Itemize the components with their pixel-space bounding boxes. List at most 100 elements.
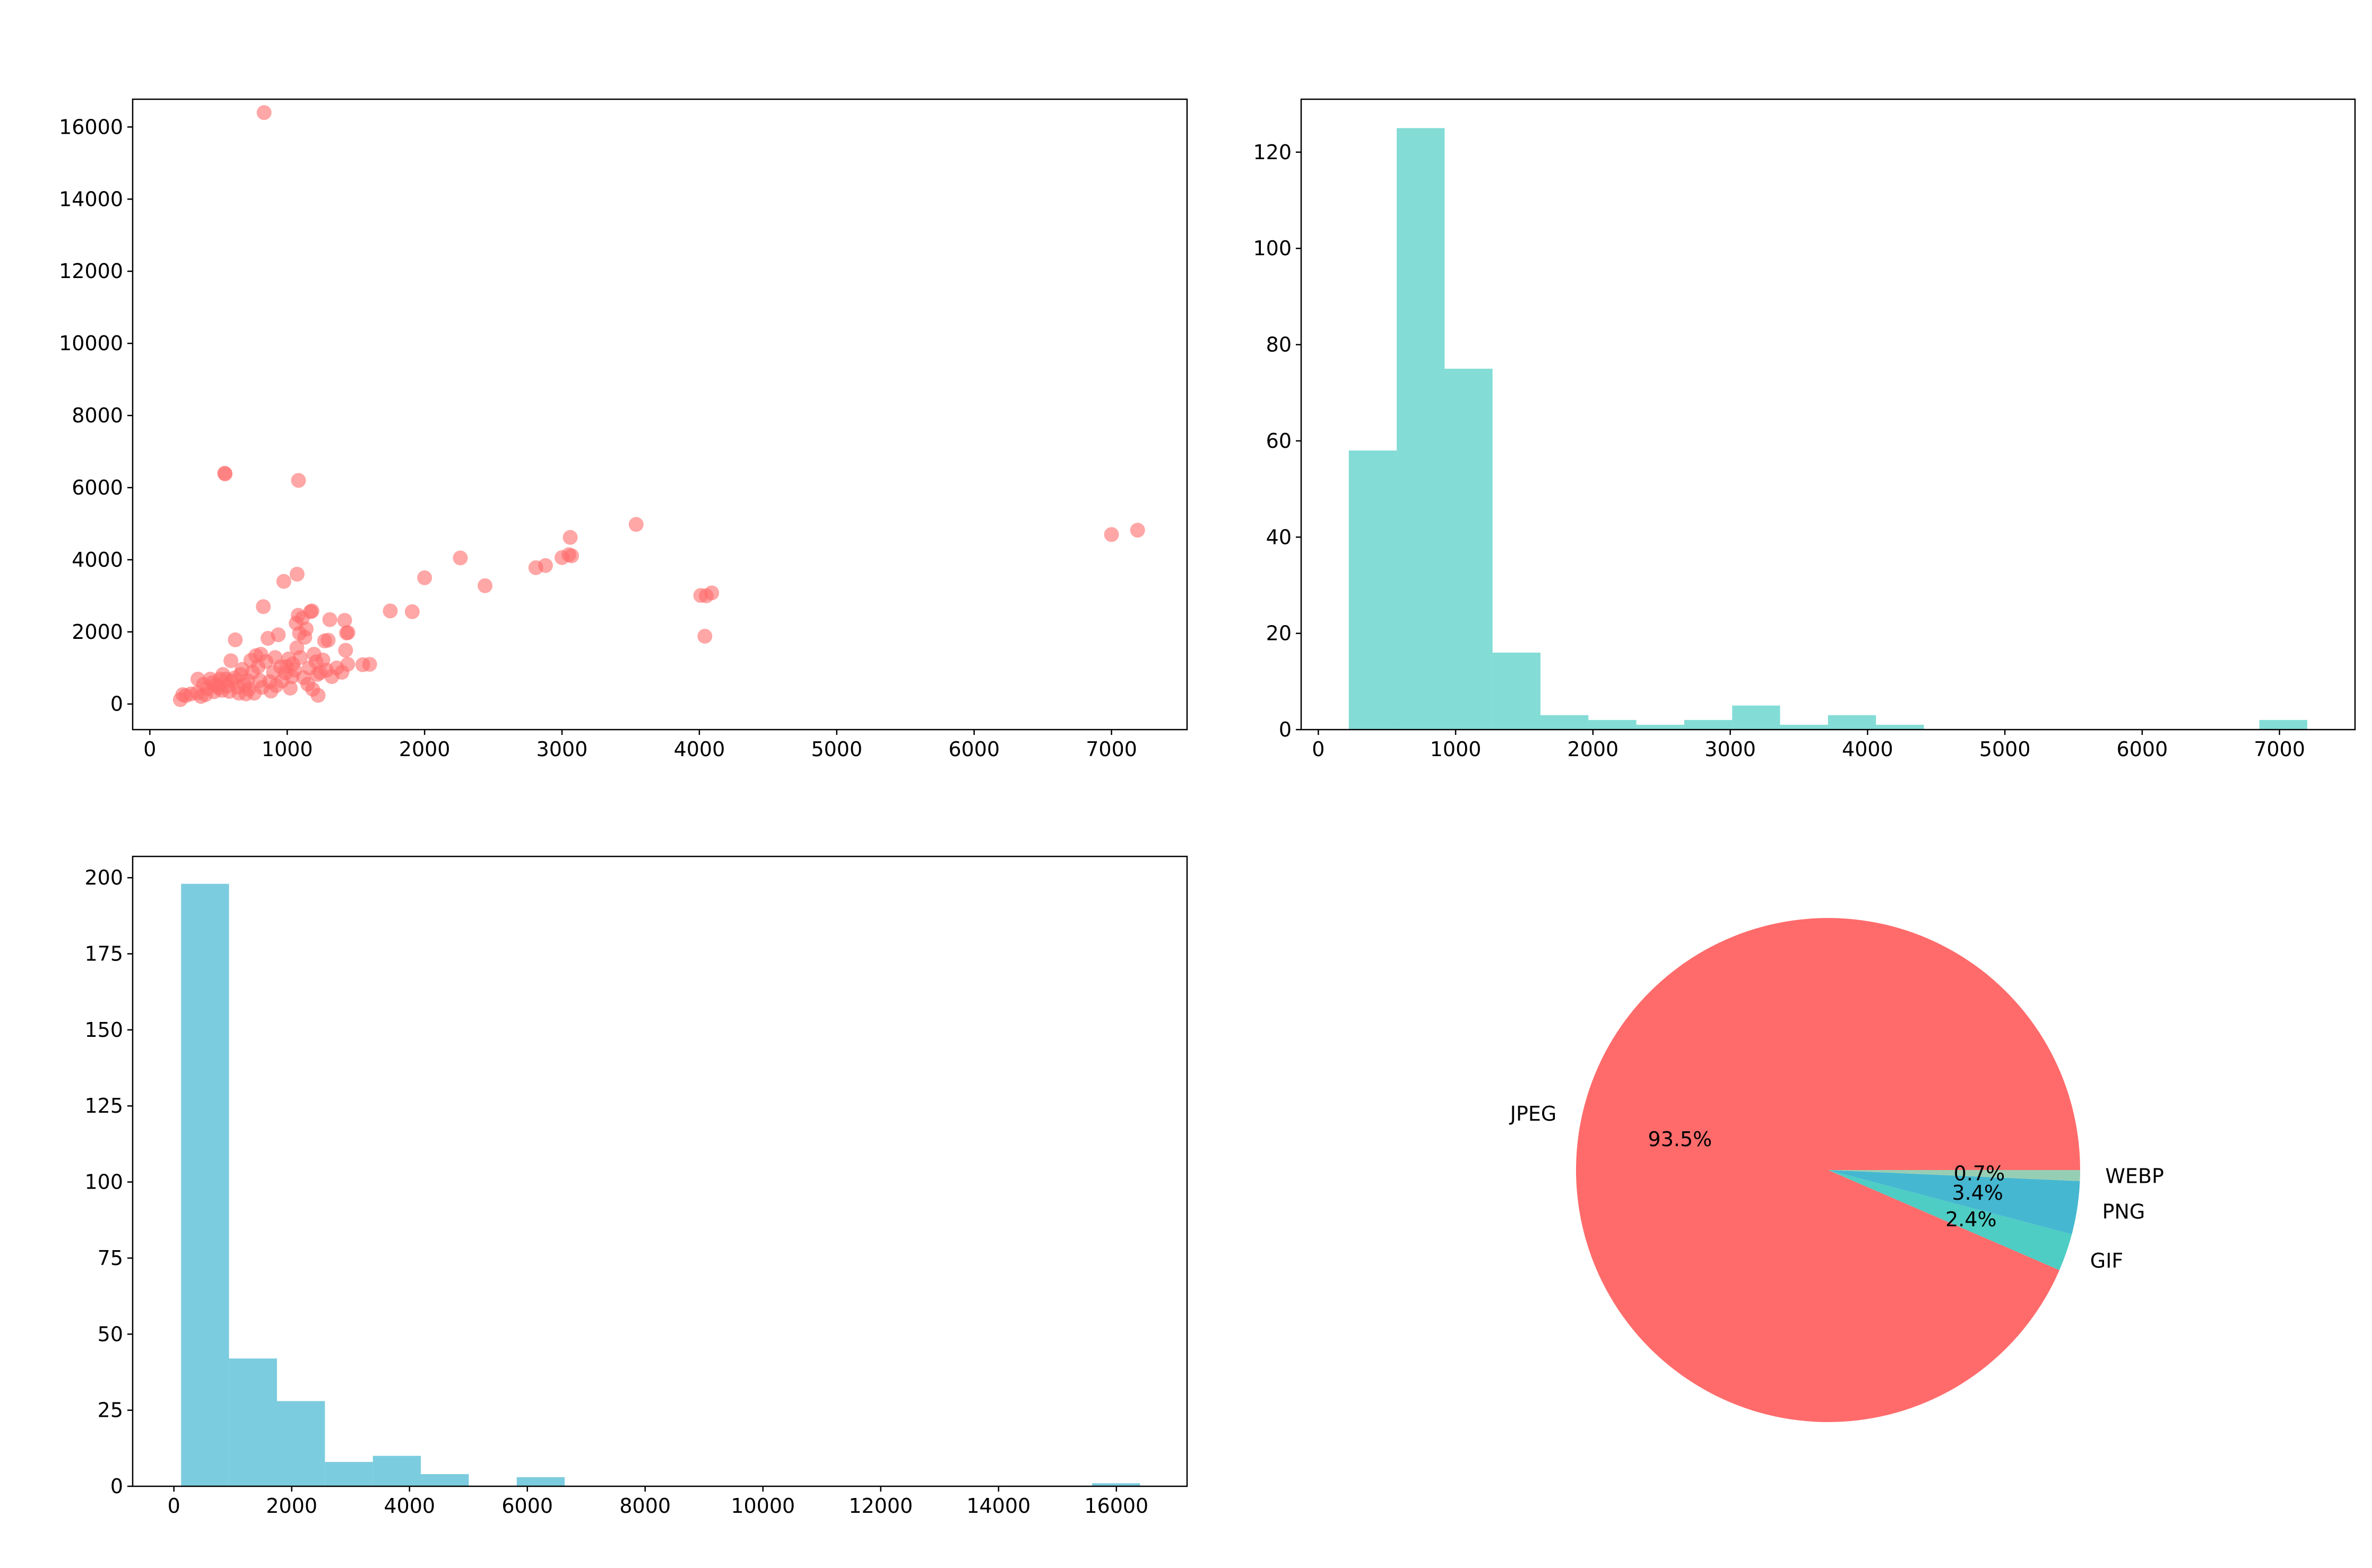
scatter-point [628, 517, 644, 532]
width-hist-panel: 0 1000 2000 3000 4000 5000 6000 7000 0 20 40 60 80 10… [1253, 98, 2356, 761]
height-hist-ytick-label: 75 [98, 1246, 123, 1270]
scatter-ytick-label: 6000 [72, 476, 123, 499]
scatter-xtick-label: 5000 [811, 738, 862, 761]
scatter-point [271, 627, 286, 643]
width-hist-bar [1732, 705, 1780, 730]
height-hist-ytick-label: 200 [84, 866, 123, 889]
pie-pct-label: 93.5% [1648, 1128, 1712, 1151]
pie-pct-label: 0.7% [1954, 1162, 2005, 1185]
scatter-point [228, 632, 243, 647]
scatter-point [383, 603, 398, 619]
scatter-point [538, 558, 553, 573]
height-hist-plot-area: 0 2000 4000 6000 8000 10000 12000 14000 16000 0 25… [84, 855, 1188, 1518]
height-hist-ytick-label: 0 [110, 1475, 123, 1498]
scatter-point [310, 688, 326, 703]
scatter-point [289, 567, 305, 582]
width-hist-ytick-label: 60 [1266, 429, 1292, 453]
scatter-point [340, 656, 356, 672]
width-hist-ytick-label: 0 [1279, 718, 1292, 741]
scatter-ytick-label: 10000 [59, 332, 123, 355]
width-hist-plot-area: 0 1000 2000 3000 4000 5000 6000 7000 0 20 40 60 80 10… [1253, 98, 2356, 761]
height-hist-ytick-label: 50 [98, 1322, 123, 1346]
scatter-point [697, 628, 713, 644]
height-hist-xtick-label: 0 [168, 1494, 180, 1518]
width-hist-xtick-label: 2000 [1568, 738, 1619, 761]
scatter-ytick-label: 12000 [59, 259, 123, 283]
width-hist-xtick-label: 6000 [2117, 738, 2168, 761]
scatter-xtick-label: 6000 [948, 738, 1000, 761]
scatter-point [478, 578, 493, 593]
height-hist-ytick-label: 175 [84, 942, 123, 965]
scatter-point [298, 621, 314, 637]
pie-pct-label: 3.4% [1952, 1181, 2003, 1205]
scatter-point [404, 604, 420, 619]
scatter-ytick-label: 14000 [59, 187, 123, 211]
scatter-point [704, 585, 720, 601]
height-hist-xtick-label: 4000 [384, 1494, 435, 1518]
scatter-frame [132, 98, 1188, 731]
height-hist-frame [132, 855, 1188, 1487]
scatter-ytick-label: 8000 [72, 404, 123, 427]
scatter-xtick-label: 2000 [399, 738, 451, 761]
scatter-point [340, 625, 356, 640]
width-hist-xtick-label: 4000 [1842, 738, 1893, 761]
height-hist-bar [181, 883, 229, 1486]
scatter-point [256, 599, 271, 614]
scatter-point [256, 105, 272, 120]
width-hist-bar [1780, 724, 1828, 730]
width-hist-ytick-label: 20 [1266, 622, 1292, 645]
scatter-panel: 0 1000 2000 3000 4000 5000 6000 7000 0 2000 4000 60… [59, 98, 1188, 761]
height-hist-bar [325, 1462, 373, 1486]
pie-label: JPEG [1509, 1102, 1557, 1125]
scatter-xtick-label: 7000 [1086, 738, 1137, 761]
height-hist-xtick-label: 2000 [266, 1494, 317, 1518]
scatter-xtick-label: 0 [143, 738, 156, 761]
height-hist-panel: 0 2000 4000 6000 8000 10000 12000 14000 16000 0 25… [84, 855, 1188, 1518]
width-hist-bar [1348, 451, 1397, 730]
scatter-point [282, 680, 298, 696]
scatter-point [276, 574, 291, 589]
height-hist-bar [421, 1474, 469, 1486]
width-hist-bar [1540, 715, 1589, 730]
scatter-point [337, 613, 352, 628]
pie-slice-png [1828, 1170, 2080, 1235]
scatter-point [562, 530, 578, 545]
width-hist-xtick-label: 0 [1312, 738, 1324, 761]
scatter-plot-area: 0 1000 2000 3000 4000 5000 6000 7000 0 2000 4000 60… [59, 98, 1188, 761]
width-hist-ytick-label: 40 [1266, 525, 1292, 549]
height-hist-xtick-label: 14000 [966, 1494, 1031, 1518]
height-hist-ytick-label: 125 [84, 1094, 123, 1117]
width-hist-bar [1588, 720, 1637, 730]
height-hist-bar [516, 1477, 565, 1486]
width-hist-bar [1492, 652, 1541, 730]
height-hist-xtick-label: 10000 [731, 1494, 795, 1518]
pie-label: PNG [2102, 1200, 2145, 1223]
scatter-point [218, 466, 233, 482]
scatter-point [322, 612, 337, 627]
scatter-point [291, 473, 306, 488]
width-hist-bar [2259, 720, 2307, 730]
width-hist-bar [1684, 720, 1733, 730]
scatter-ytick-label: 2000 [72, 620, 123, 644]
height-hist-xtick-label: 6000 [501, 1494, 553, 1518]
width-hist-ytick-label: 100 [1253, 237, 1292, 260]
pie-label: WEBP [2105, 1164, 2164, 1188]
height-hist-ytick-label: 150 [84, 1018, 123, 1042]
height-hist-xtick-label: 16000 [1084, 1494, 1148, 1518]
scatter-point [223, 653, 239, 669]
height-hist-bar [229, 1358, 277, 1486]
height-hist-ytick-label: 100 [84, 1171, 123, 1194]
height-hist-ytick-label: 25 [98, 1399, 123, 1422]
width-hist-bar [1444, 368, 1493, 730]
scatter-ytick-label: 0 [110, 692, 123, 716]
height-hist-bar [373, 1456, 421, 1486]
width-hist-bar [1397, 128, 1445, 730]
scatter-point [362, 656, 377, 672]
height-hist-bar [276, 1401, 325, 1486]
width-hist-xtick-label: 7000 [2254, 738, 2305, 761]
scatter-point [321, 633, 336, 648]
scatter-xtick-label: 3000 [536, 738, 588, 761]
